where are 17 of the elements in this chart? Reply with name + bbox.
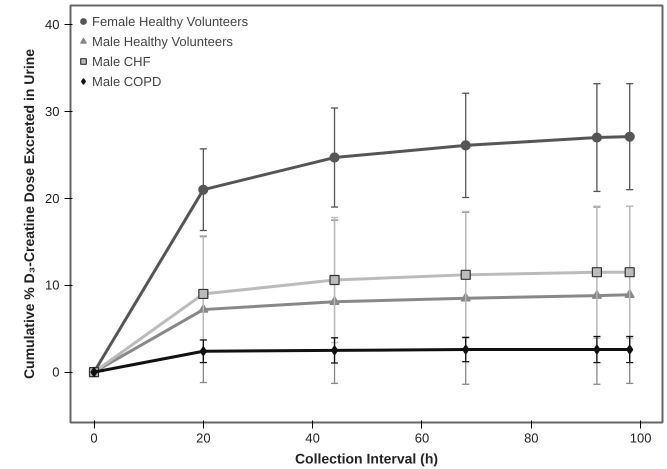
x-tick-label: 20 xyxy=(196,430,211,446)
legend-label: Male COPD xyxy=(92,74,162,88)
y-tick-label: 0 xyxy=(52,364,60,380)
y-tick-label: 20 xyxy=(45,190,60,206)
x-axis-title: Collection Interval (h) xyxy=(294,450,438,466)
y-tick-label: 10 xyxy=(45,278,60,293)
legend-label: Male CHF xyxy=(92,54,151,68)
legend-label: Female Healthy Volunteers xyxy=(92,14,248,28)
x-tick-label: 80 xyxy=(524,430,539,446)
y-tick-label: 30 xyxy=(45,104,60,119)
y-axis-title: Cumulative % D₃-Creatine Dose Excreted in Urine xyxy=(21,48,38,380)
legend-label: Male Healthy Volunteers xyxy=(92,34,233,48)
x-tick-label: 60 xyxy=(414,430,430,446)
x-tick-label: 40 xyxy=(305,430,320,446)
y-tick-label: 40 xyxy=(45,17,60,32)
x-tick-label: 100 xyxy=(630,430,652,446)
x-tick-label: 0 xyxy=(90,430,98,446)
